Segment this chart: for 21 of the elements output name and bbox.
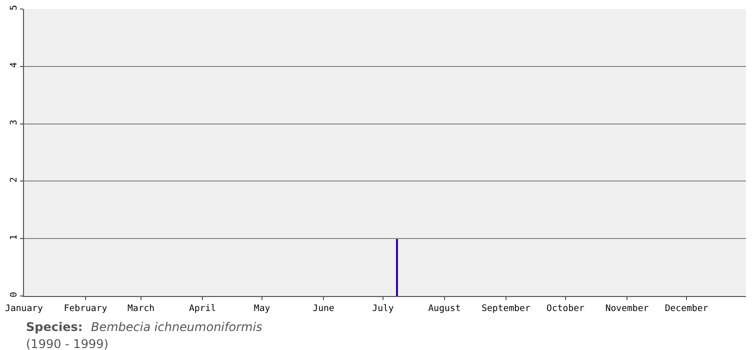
y-tick-label: 3 [9,120,20,126]
x-tick-label: April [188,304,216,314]
x-tick-label: October [546,304,586,314]
x-tick-label: February [64,304,108,314]
text: (1990 - 1999) [26,337,108,350]
x-tick-label: March [127,304,155,314]
x-tick-label: July [372,304,394,314]
x-tick-label: August [428,304,461,314]
x-tick-label: November [605,304,650,314]
x-tick-label: June [312,304,334,314]
text: Species: [26,320,83,334]
x-tick-label: December [664,304,709,314]
y-tick-label: 2 [9,177,20,183]
y-tick-label: 5 [9,4,20,10]
x-tick-label: January [5,304,44,314]
y-tick-label: 0 [9,292,20,298]
y-tick-label: 1 [9,234,20,240]
x-tick-label: May [254,304,271,314]
text: Bembecia ichneumoniformis [91,320,262,334]
y-tick-label: 4 [9,62,20,68]
x-tick-label: September [482,304,531,314]
